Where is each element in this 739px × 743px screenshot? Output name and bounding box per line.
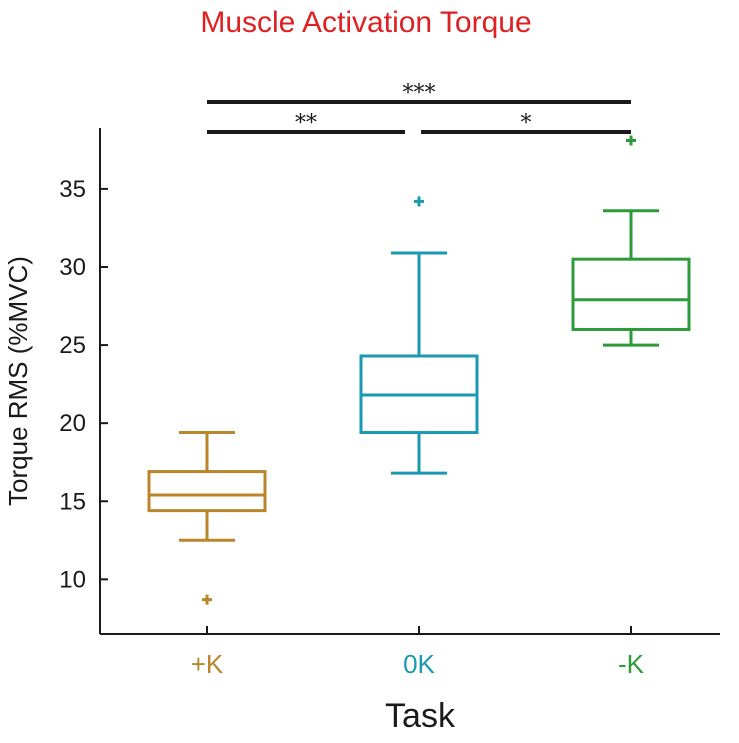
chart-title: Muscle Activation Torque [200, 6, 531, 39]
y-tick-label: 10 [59, 566, 86, 593]
y-tick-label: 20 [59, 410, 86, 437]
x-tick-label: 0K [403, 649, 435, 679]
y-tick-label: 35 [59, 176, 86, 203]
box-iqr [571, 257, 691, 331]
y-tick-label: 15 [59, 488, 86, 515]
box-1 [359, 196, 479, 475]
outlier-marker [414, 196, 424, 207]
y-axis-label: Torque RMS (%MVC) [3, 256, 33, 506]
x-tick-label: +K [191, 649, 224, 679]
significance-brackets: ***** * [207, 81, 631, 136]
y-tick-label: 25 [59, 332, 86, 359]
box-0 [147, 431, 267, 605]
y-tick-label: 30 [59, 254, 86, 281]
x-axis-label: Task [385, 697, 456, 735]
significance-label: * [521, 111, 532, 136]
significance-label: ** [295, 111, 317, 136]
box-iqr [147, 470, 267, 513]
x-ticks: +K 0K -K [191, 626, 645, 679]
y-ticks: 10 15 20 25 30 35 [59, 176, 108, 593]
significance-label: *** [403, 81, 436, 106]
x-tick-label: -K [618, 649, 645, 679]
boxes [147, 135, 691, 605]
box-2 [571, 135, 691, 347]
outlier-marker [202, 594, 212, 605]
axes [99, 128, 720, 635]
outlier-marker [626, 135, 636, 146]
